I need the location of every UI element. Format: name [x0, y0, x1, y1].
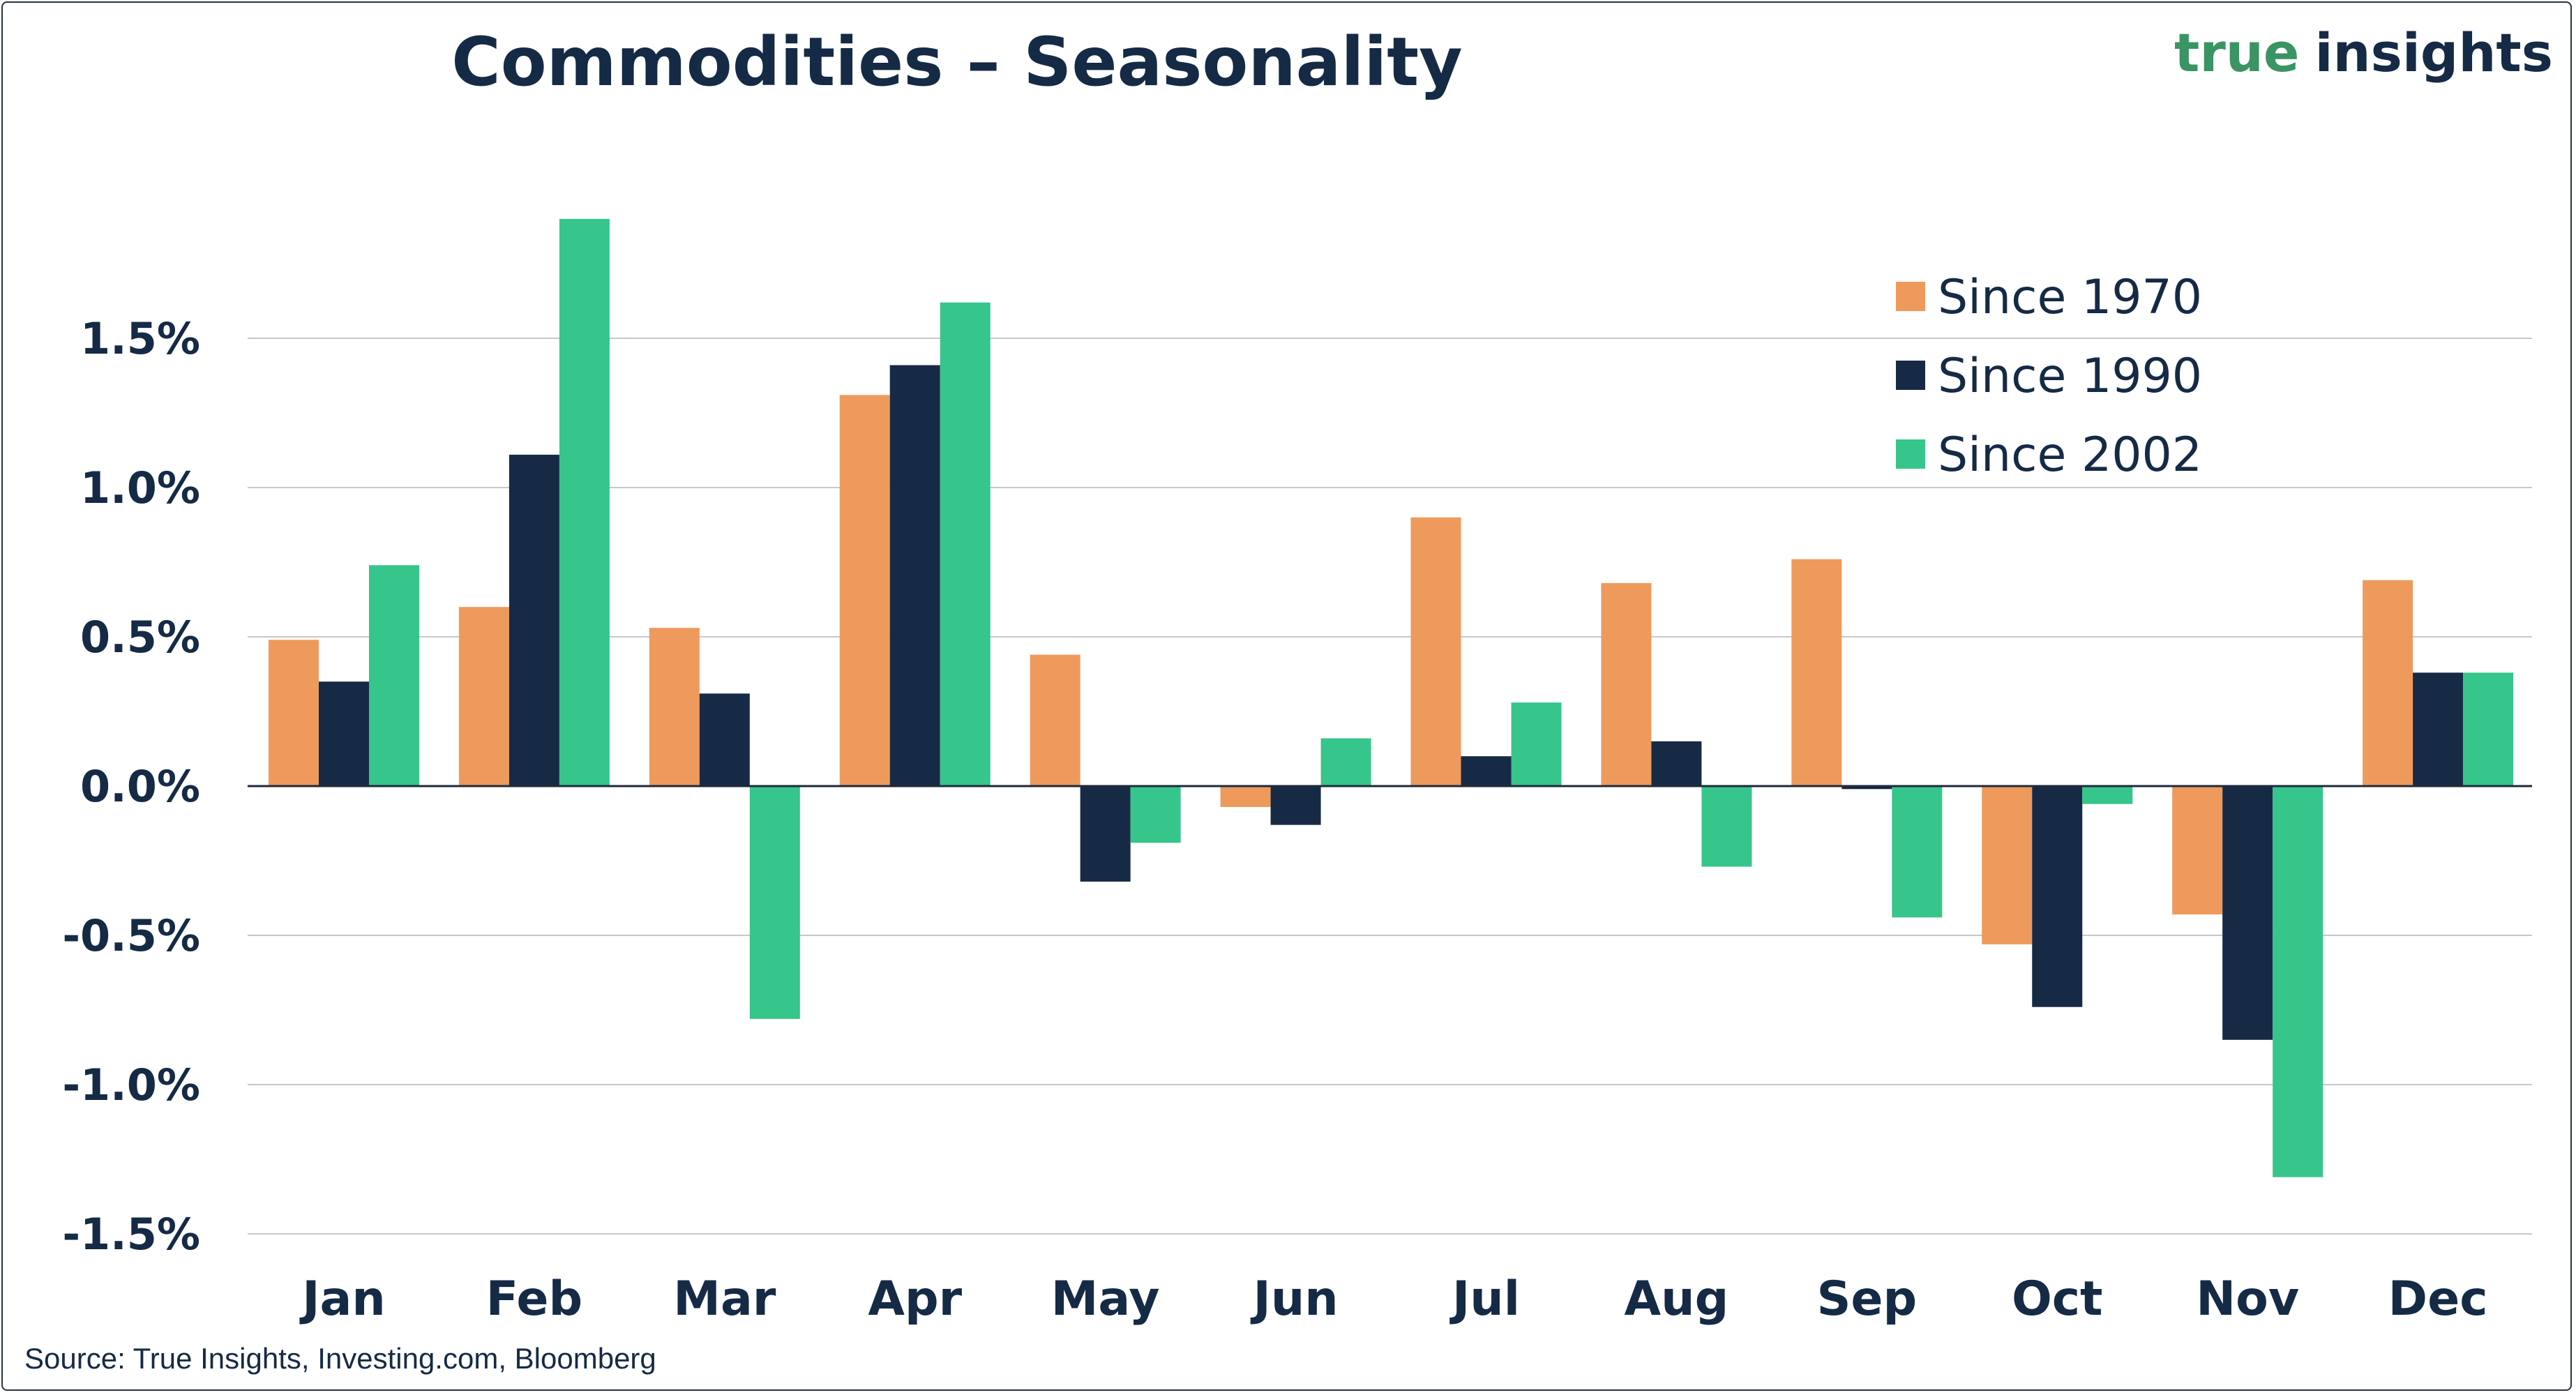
legend: Since 1970 Since 1990 Since 2002 [1896, 270, 2202, 483]
legend-swatch [1896, 361, 1925, 390]
x-tick-label: Oct [2012, 1272, 2103, 1327]
x-axis-ticks: Jan Feb Mar Apr May Jun Jul Aug Sep Oct Nov Dec [299, 1272, 2487, 1327]
bar [458, 607, 509, 786]
bar [1130, 786, 1181, 843]
bar [2413, 672, 2464, 786]
y-tick-label: -0.5% [62, 910, 200, 961]
bar [2363, 580, 2413, 786]
gridlines [248, 338, 2532, 1235]
x-tick-label: Nov [2196, 1272, 2299, 1327]
y-tick-label: -1.0% [62, 1060, 200, 1110]
bar [699, 693, 750, 786]
bar [1601, 582, 1652, 786]
y-tick-label: 0.0% [80, 761, 200, 812]
bars [269, 218, 2514, 1177]
x-tick-label: Apr [868, 1272, 962, 1327]
bar [1320, 738, 1371, 786]
bar [1982, 786, 2033, 944]
bar [559, 218, 610, 786]
bar [1701, 786, 1752, 867]
chart-title: Commodities – Seasonality [451, 23, 1462, 101]
y-axis-ticks: -1.5% -1.0% -0.5% 0.0% 0.5% 1.0% 1.5% [62, 313, 200, 1260]
bar [839, 395, 890, 786]
bar [1511, 702, 1562, 786]
x-tick-label: Feb [486, 1272, 583, 1327]
bar [2273, 786, 2323, 1177]
bar [1841, 786, 1892, 790]
bar [319, 681, 369, 786]
y-tick-label: -1.5% [62, 1209, 200, 1260]
bar [1791, 559, 1842, 786]
bar [2463, 672, 2514, 786]
brand-logo-part2: insights [2314, 22, 2553, 84]
x-tick-label: Jun [1251, 1272, 1339, 1327]
bar [1220, 786, 1271, 807]
bar [509, 454, 559, 786]
x-tick-label: Aug [1625, 1272, 1729, 1327]
bar [2032, 786, 2083, 1007]
bar [2082, 786, 2133, 804]
y-tick-label: 0.5% [80, 612, 200, 663]
bar [369, 565, 419, 786]
bar [1461, 756, 1512, 786]
source-note: Source: True Insights, Investing.com, Bl… [24, 1342, 656, 1375]
y-tick-label: 1.0% [80, 462, 200, 513]
bar [889, 365, 940, 786]
bar [649, 628, 700, 786]
y-tick-label: 1.5% [80, 313, 200, 364]
bar [940, 302, 991, 786]
bar [1270, 786, 1321, 825]
bar [1892, 786, 1943, 918]
bar [1651, 741, 1702, 786]
bar [749, 786, 800, 1019]
bar [1030, 654, 1080, 786]
bar [2172, 786, 2223, 915]
x-tick-label: Dec [2388, 1272, 2488, 1327]
bar [2222, 786, 2273, 1040]
bar [1080, 786, 1131, 882]
x-tick-label: Jul [1449, 1272, 1520, 1327]
x-tick-label: Sep [1816, 1272, 1917, 1327]
bar [269, 640, 319, 786]
x-tick-label: Jan [299, 1272, 386, 1327]
legend-label: Since 1970 [1938, 270, 2202, 325]
brand-logo: true insights [2174, 22, 2553, 84]
x-tick-label: Mar [673, 1272, 776, 1327]
brand-logo-part1: true [2174, 22, 2299, 84]
legend-swatch [1896, 282, 1925, 311]
legend-swatch [1896, 439, 1925, 469]
x-tick-label: May [1051, 1272, 1160, 1327]
bar [1410, 517, 1461, 786]
legend-label: Since 2002 [1938, 428, 2202, 483]
legend-label: Since 1990 [1938, 349, 2202, 404]
